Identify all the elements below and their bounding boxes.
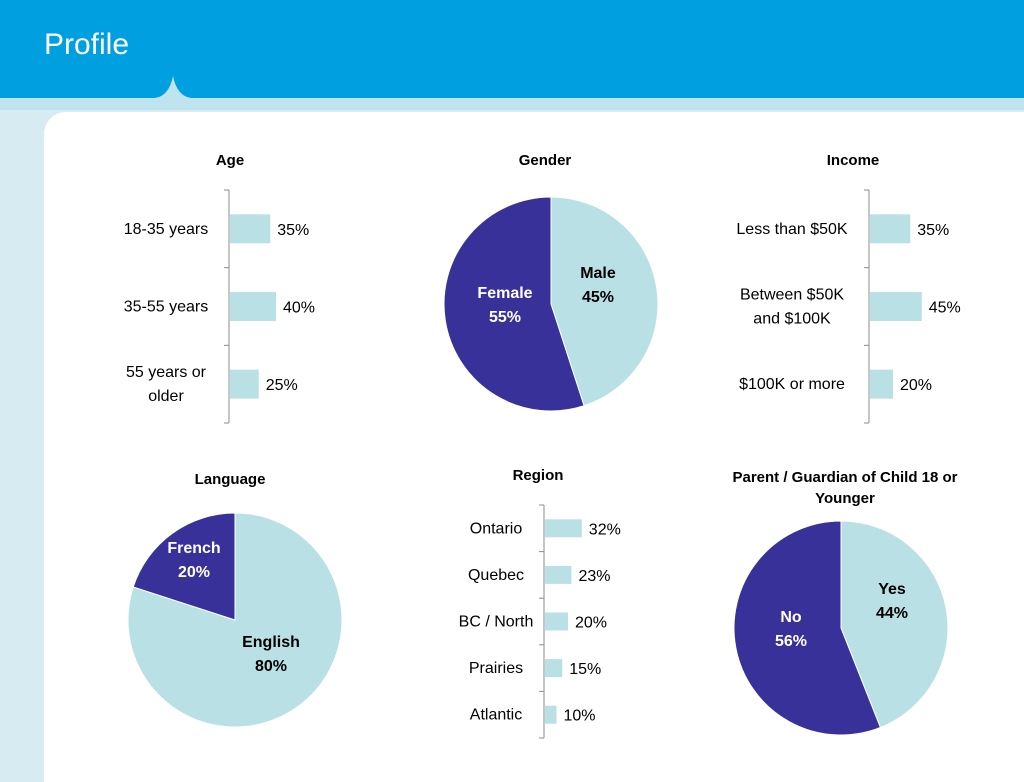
region-category-label: Ontario	[470, 520, 523, 537]
region-bar	[545, 519, 582, 538]
parent-slice	[840, 520, 949, 729]
age-value-label: 35%	[277, 222, 309, 239]
age-value-label: 40%	[283, 300, 315, 317]
language-pie-chart: English 80% French 20%	[127, 512, 343, 728]
age-category-label: 18-35 years	[124, 221, 209, 238]
age-category-label: 55 years or older	[126, 364, 207, 405]
region-category-label: BC / North	[459, 614, 534, 631]
language-slice	[127, 512, 343, 728]
region-value-label: 32%	[589, 521, 621, 538]
income-category-label: Between $50K and $100K	[740, 287, 844, 328]
parent-chart-title: Parent / Guardian of Child 18 or Younger	[732, 469, 958, 507]
parent-slice-label: No 56%	[775, 609, 807, 650]
header-bar: Profile	[0, 0, 1024, 98]
age-bar	[230, 369, 259, 399]
age-category-label: 35-55 years	[124, 299, 209, 316]
gender-slice	[443, 196, 585, 412]
page-title: Profile	[44, 28, 130, 61]
income-chart-title: Income	[826, 152, 880, 169]
gender-pie-chart: Male 45% Female 55%	[443, 196, 659, 412]
income-bar	[870, 369, 893, 399]
region-value-label: 10%	[564, 708, 596, 725]
region-bar	[545, 612, 568, 631]
region-value-label: 20%	[575, 615, 607, 632]
region-category-label: Quebec	[468, 567, 524, 584]
region-bar	[545, 705, 557, 724]
age-chart-title: Age	[215, 152, 245, 169]
gender-slice-label: Female 55%	[477, 285, 532, 326]
parent-slice-label: Yes 44%	[876, 581, 908, 622]
language-chart-title: Language	[194, 471, 266, 488]
income-value-label: 20%	[900, 377, 932, 394]
language-slice	[132, 512, 236, 621]
region-value-label: 23%	[578, 568, 610, 585]
region-bar-chart: 32% Ontario 23% Quebec 20% BC / North 15% Prair…	[459, 504, 621, 739]
income-bar	[870, 214, 911, 244]
age-bar	[230, 214, 271, 244]
region-category-label: Atlantic	[470, 707, 522, 724]
age-value-label: 25%	[266, 377, 298, 394]
age-bar	[230, 292, 276, 321]
gender-chart-title: Gender	[518, 152, 572, 169]
region-category-label: Prairies	[469, 660, 523, 677]
parent-slice	[733, 520, 882, 736]
income-bar-chart: 35% Less than $50K 45% Between $50K and $100…	[736, 189, 961, 424]
header-notch	[155, 76, 191, 100]
language-slice-label: French 20%	[167, 540, 220, 581]
income-category-label: Less than $50K	[736, 221, 848, 238]
header-strip	[0, 98, 1024, 110]
income-bar	[870, 292, 922, 321]
region-value-label: 15%	[569, 661, 601, 678]
region-bar	[545, 565, 572, 584]
income-value-label: 45%	[929, 300, 961, 317]
income-value-label: 35%	[917, 222, 949, 239]
age-bar-chart: 35% 18-35 years 40% 35-55 years 25% 55 years …	[124, 189, 315, 424]
income-category-label: $100K or more	[739, 376, 845, 393]
parent-pie-chart: Yes 44% No 56%	[733, 520, 949, 736]
region-chart-title: Region	[512, 467, 564, 484]
language-slice-label: English 80%	[242, 634, 300, 675]
region-bar	[545, 659, 563, 678]
gender-slice	[550, 196, 659, 407]
gender-slice-label: Male 45%	[580, 265, 616, 306]
